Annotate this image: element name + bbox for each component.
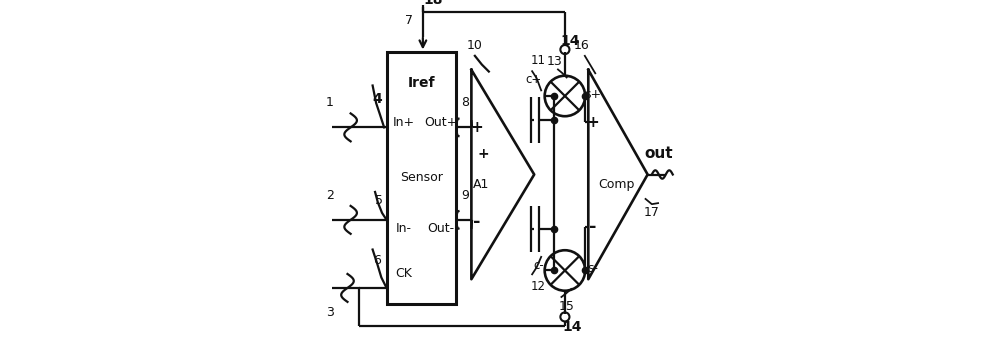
Text: 14: 14 xyxy=(560,34,580,48)
Text: 10: 10 xyxy=(467,39,483,52)
Text: Comp: Comp xyxy=(598,178,634,192)
Text: Iref: Iref xyxy=(408,75,435,89)
Text: c-: c- xyxy=(533,259,544,272)
Text: +: + xyxy=(587,115,600,129)
Text: 15: 15 xyxy=(559,300,575,313)
Text: s+: s+ xyxy=(584,88,601,101)
Text: s-: s- xyxy=(587,262,598,275)
Text: In-: In- xyxy=(396,222,412,235)
Text: Sensor: Sensor xyxy=(400,171,443,185)
Text: 17: 17 xyxy=(643,206,659,220)
Text: 8: 8 xyxy=(461,96,469,110)
Text: 11: 11 xyxy=(531,54,546,67)
Text: 18: 18 xyxy=(424,0,443,7)
Text: 4: 4 xyxy=(372,92,382,106)
Text: -: - xyxy=(589,218,597,236)
Text: +: + xyxy=(477,147,489,161)
Text: 12: 12 xyxy=(531,280,546,293)
Text: 14: 14 xyxy=(562,320,582,334)
Text: +: + xyxy=(470,120,483,135)
Text: -: - xyxy=(473,213,480,231)
Text: 6: 6 xyxy=(373,253,381,267)
Text: A1: A1 xyxy=(473,178,489,192)
Text: 7: 7 xyxy=(405,14,413,28)
Text: 3: 3 xyxy=(326,306,334,319)
Text: Out+: Out+ xyxy=(424,116,458,129)
Text: 9: 9 xyxy=(461,189,469,202)
Text: 16: 16 xyxy=(573,39,589,52)
Text: out: out xyxy=(644,146,673,161)
Bar xyxy=(387,52,456,304)
Text: c+: c+ xyxy=(525,73,541,87)
Text: In+: In+ xyxy=(393,116,415,129)
Text: 2: 2 xyxy=(326,189,334,202)
Text: 13: 13 xyxy=(547,55,562,68)
Text: 5: 5 xyxy=(375,194,383,207)
Text: Out-: Out- xyxy=(427,222,455,235)
Text: CK: CK xyxy=(396,267,412,280)
Text: 1: 1 xyxy=(326,96,334,110)
